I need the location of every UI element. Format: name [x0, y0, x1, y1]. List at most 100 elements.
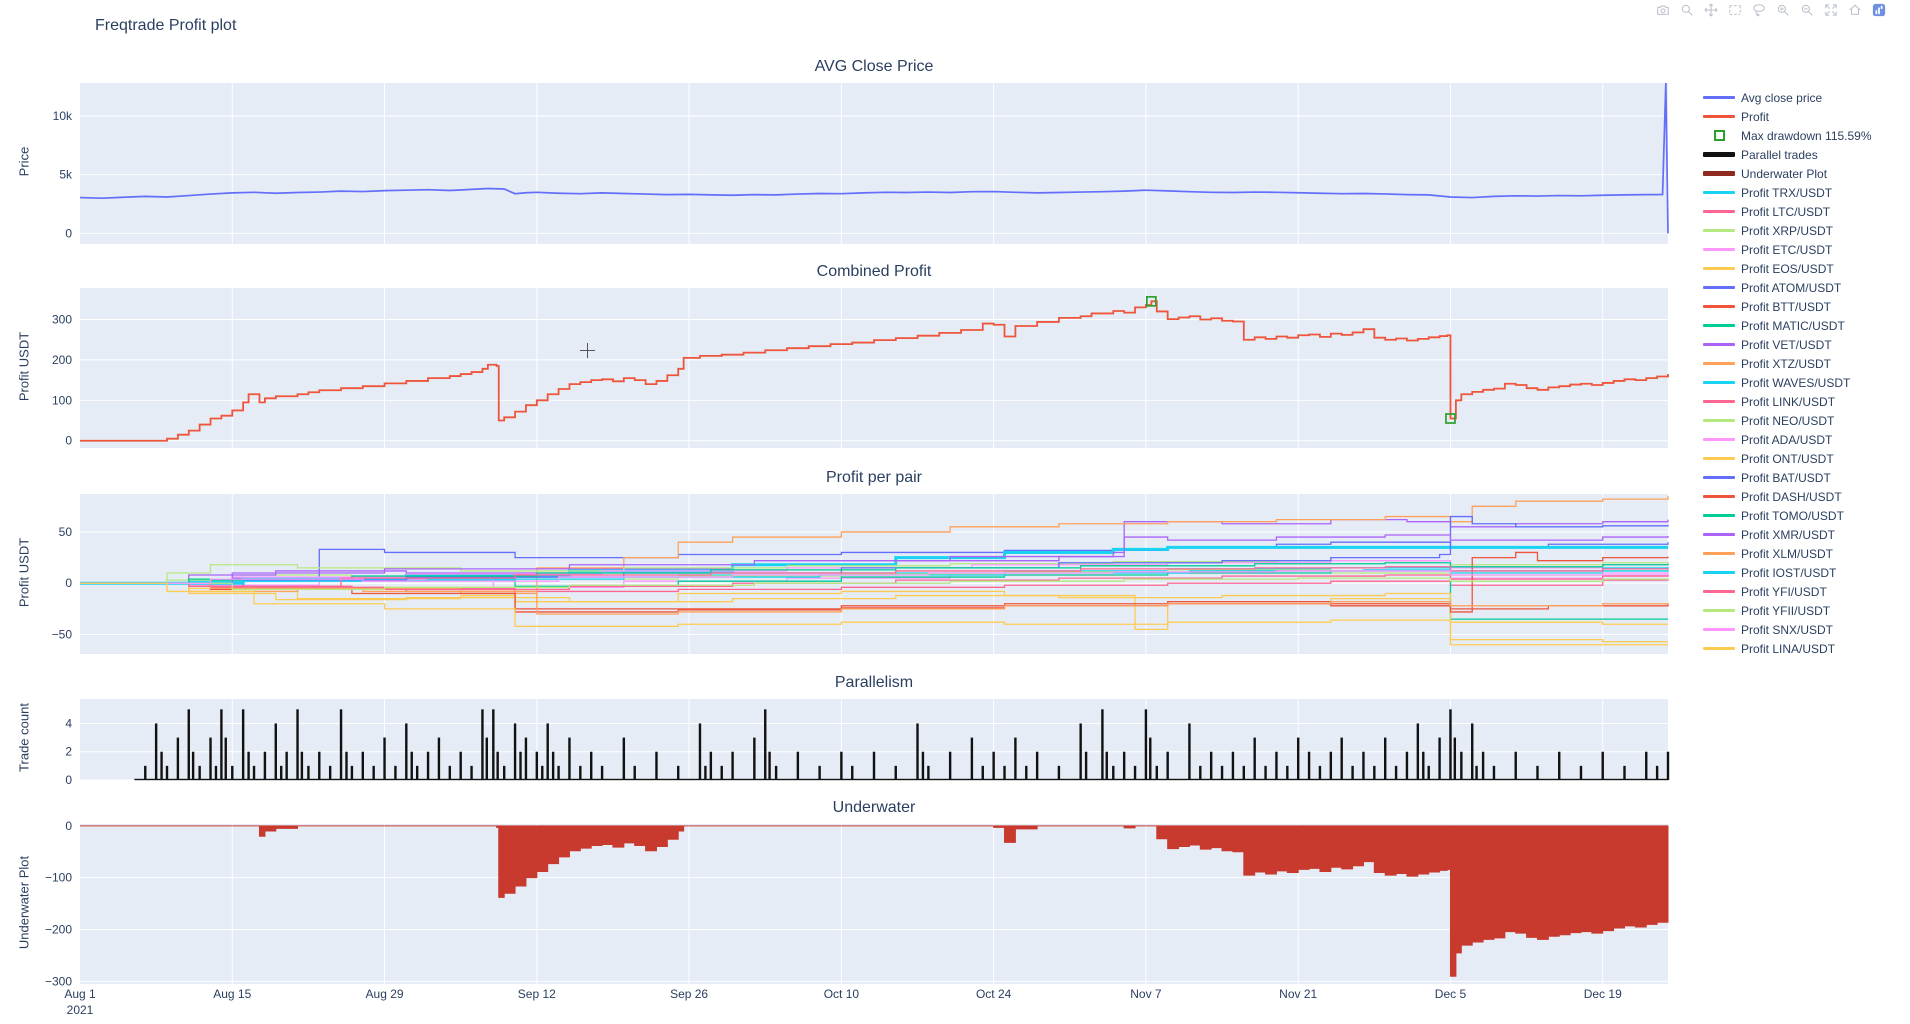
parallelism-bar: [524, 737, 528, 780]
parallelism-bar: [1422, 751, 1425, 780]
legend-label: Profit EOS/USDT: [1741, 261, 1834, 276]
y-tick-label: 100: [52, 393, 72, 407]
legend-item-profit-yfi-usdt[interactable]: Profit YFI/USDT: [1701, 582, 1872, 601]
modebar-reset-axes-icon[interactable]: [1844, 1, 1866, 19]
legend-item-profit-waves-usdt[interactable]: Profit WAVES/USDT: [1701, 373, 1872, 392]
parallelism-bar: [872, 751, 876, 780]
parallelism-bar: [300, 751, 304, 780]
parallelism-bar: [214, 765, 218, 780]
parallelism-bar: [731, 751, 734, 780]
legend-item-profit-bat-usdt[interactable]: Profit BAT/USDT: [1701, 468, 1872, 487]
legend-item-profit-xrp-usdt[interactable]: Profit XRP/USDT: [1701, 221, 1872, 240]
legend-line-swatch: [1701, 286, 1737, 289]
parallelism-bar: [1623, 765, 1626, 780]
parallelism-bar: [1014, 737, 1017, 780]
legend-item-parallel-trades[interactable]: Parallel trades: [1701, 145, 1872, 164]
modebar-camera-icon[interactable]: [1652, 1, 1674, 19]
legend-line-swatch: [1701, 362, 1737, 365]
legend-item-profit-xmr-usdt[interactable]: Profit XMR/USDT: [1701, 525, 1872, 544]
legend-item-profit-xlm-usdt[interactable]: Profit XLM/USDT: [1701, 544, 1872, 563]
legend-item-profit-xtz-usdt[interactable]: Profit XTZ/USDT: [1701, 354, 1872, 373]
legend-item-profit-neo-usdt[interactable]: Profit NEO/USDT: [1701, 411, 1872, 430]
legend-item-profit-btt-usdt[interactable]: Profit BTT/USDT: [1701, 297, 1872, 316]
parallelism-bar: [1471, 723, 1474, 780]
modebar-zoom-out-icon[interactable]: [1796, 1, 1818, 19]
x-tick-label: Nov 21: [1279, 987, 1317, 1001]
legend-label: Profit ADA/USDT: [1741, 432, 1833, 447]
legend-line-swatch: [1701, 438, 1737, 441]
parallelism-bar: [1373, 765, 1376, 780]
legend-item-profit-link-usdt[interactable]: Profit LINK/USDT: [1701, 392, 1872, 411]
parallelism-bar: [209, 737, 212, 780]
legend-label: Profit MATIC/USDT: [1741, 318, 1845, 333]
modebar-zoom-icon[interactable]: [1676, 1, 1698, 19]
parallelism-bar: [1275, 751, 1278, 780]
legend-item-profit-dash-usdt[interactable]: Profit DASH/USDT: [1701, 487, 1872, 506]
modebar-box-select-icon[interactable]: [1724, 1, 1746, 19]
parallelism-bar: [1481, 751, 1485, 780]
parallelism-bar: [220, 709, 223, 780]
parallelism-baseline: [134, 778, 1669, 781]
legend-item-profit-atom-usdt[interactable]: Profit ATOM/USDT: [1701, 278, 1872, 297]
legend-item-profit-ont-usdt[interactable]: Profit ONT/USDT: [1701, 449, 1872, 468]
parallelism-bar: [383, 737, 386, 780]
modebar-plotly-logo-icon[interactable]: [1868, 1, 1890, 19]
legend-item-profit-ltc-usdt[interactable]: Profit LTC/USDT: [1701, 202, 1872, 221]
legend-item-profit-trx-usdt[interactable]: Profit TRX/USDT: [1701, 183, 1872, 202]
legend-item-profit-snx-usdt[interactable]: Profit SNX/USDT: [1701, 620, 1872, 639]
modebar-autoscale-icon[interactable]: [1820, 1, 1842, 19]
legend-item-profit-iost-usdt[interactable]: Profit IOST/USDT: [1701, 563, 1872, 582]
legend-item-profit-matic-usdt[interactable]: Profit MATIC/USDT: [1701, 316, 1872, 335]
parallelism-bar: [1351, 765, 1354, 780]
parallelism-bar: [1362, 751, 1365, 780]
subplot-0-area[interactable]: [80, 83, 1668, 244]
legend-label: Max drawdown 115.59%: [1741, 128, 1872, 143]
legend-item-profit-ada-usdt[interactable]: Profit ADA/USDT: [1701, 430, 1872, 449]
parallelism-bar: [1296, 737, 1300, 780]
modebar-zoom-in-icon[interactable]: [1772, 1, 1794, 19]
parallelism-bar: [263, 751, 267, 780]
parallelism-bar: [764, 709, 767, 780]
legend-line-swatch: [1701, 552, 1737, 555]
parallelism-bar: [921, 751, 925, 780]
x-tick-label: Aug 29: [366, 987, 404, 1001]
legend-line-swatch: [1701, 229, 1737, 232]
modebar-pan-icon[interactable]: [1700, 1, 1722, 19]
legend-item-profit-tomo-usdt[interactable]: Profit TOMO/USDT: [1701, 506, 1872, 525]
parallelism-bar: [768, 751, 771, 780]
legend-item-underwater-plot[interactable]: Underwater Plot: [1701, 164, 1872, 183]
parallelism-bar: [1427, 765, 1430, 780]
y-tick-label: 2: [65, 745, 72, 759]
legend-line-swatch: [1701, 343, 1737, 346]
legend-item-profit-vet-usdt[interactable]: Profit VET/USDT: [1701, 335, 1872, 354]
legend-item-avg-close-price[interactable]: Avg close price: [1701, 88, 1872, 107]
parallelism-bar: [285, 751, 288, 780]
legend-label: Profit ONT/USDT: [1741, 451, 1834, 466]
legend-item-profit-yfii-usdt[interactable]: Profit YFII/USDT: [1701, 601, 1872, 620]
parallelism-bar: [496, 751, 499, 780]
modebar-lasso-icon[interactable]: [1748, 1, 1770, 19]
y-tick-label: −200: [45, 923, 72, 937]
legend-item-profit-eos-usdt[interactable]: Profit EOS/USDT: [1701, 259, 1872, 278]
subplot-4-ylabel: Underwater Plot: [16, 855, 32, 950]
legend-line-swatch: [1701, 115, 1737, 118]
legend-item-profit-lina-usdt[interactable]: Profit LINA/USDT: [1701, 639, 1872, 658]
legend-label: Profit DASH/USDT: [1741, 489, 1842, 504]
subplot-1-area[interactable]: [80, 288, 1668, 448]
parallelism-bar: [1340, 737, 1343, 780]
parallelism-bar: [1025, 765, 1028, 780]
legend-line-swatch: [1701, 381, 1737, 384]
parallelism-bar: [154, 723, 158, 780]
series-profit-ont-usdt: [80, 582, 1668, 625]
legend-item-profit-etc-usdt[interactable]: Profit ETC/USDT: [1701, 240, 1872, 259]
legend-line-swatch: [1701, 191, 1737, 194]
legend-label: Profit LINA/USDT: [1741, 641, 1836, 656]
legend-item-profit[interactable]: Profit: [1701, 107, 1872, 126]
parallelism-bar: [1384, 737, 1387, 780]
legend-item-max-drawdown-115-59-[interactable]: Max drawdown 115.59%: [1701, 126, 1872, 145]
parallelism-bar: [280, 765, 283, 780]
parallelism-bar: [1209, 751, 1213, 780]
subplot-1-title: Combined Profit: [816, 263, 932, 280]
parallelism-bar: [1188, 723, 1191, 780]
